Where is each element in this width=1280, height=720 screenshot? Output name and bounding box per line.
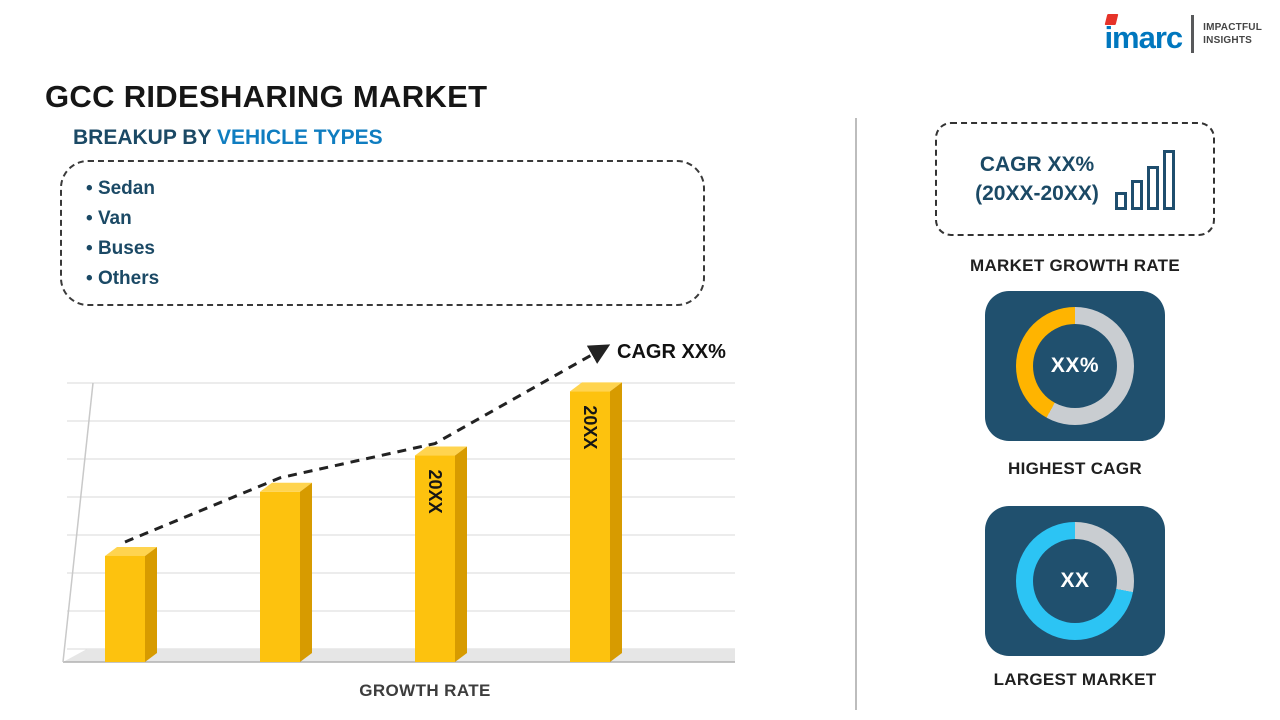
- bar-label: 20XX: [425, 470, 445, 514]
- bar: [260, 491, 300, 662]
- list-item: Van: [86, 204, 703, 234]
- bar: [415, 455, 455, 662]
- largest-market-value-text: XX: [1060, 569, 1090, 592]
- bar: [105, 555, 145, 662]
- cagr-annotation: CAGR XX%: [617, 341, 726, 363]
- wall-edge-line: [62, 382, 94, 663]
- bar-top-face: [570, 382, 622, 392]
- breakup-heading-prefix: BREAKUP BY: [73, 126, 212, 149]
- largest-market-donut: XX: [1016, 522, 1134, 640]
- largest-market-value: XX: [1033, 539, 1117, 623]
- bar: [570, 391, 610, 662]
- vertical-divider: [855, 118, 857, 710]
- largest-market-card: XX: [985, 506, 1165, 656]
- list-item: Sedan: [86, 174, 703, 204]
- breakup-heading-highlight: VEHICLE TYPES: [216, 126, 383, 149]
- bar-chart-icon: [1114, 148, 1175, 210]
- logo-brand-text: imarc: [1104, 20, 1183, 55]
- bar-top-face: [105, 546, 157, 556]
- bar-top-face: [260, 482, 312, 492]
- bar-label: 20XX: [580, 405, 600, 449]
- highest-cagr-value-text: XX%: [1050, 354, 1100, 377]
- bar-side-face: [300, 482, 312, 662]
- list-item: Others: [86, 264, 703, 294]
- bar-side-face: [145, 546, 157, 662]
- logo-separator: [1191, 14, 1195, 53]
- imarc-logo: imarc IMPACTFUL INSIGHTS: [1104, 14, 1262, 53]
- market-growth-rate-caption: MARKET GROWTH RATE: [969, 256, 1180, 275]
- logo-tagline-line2: INSIGHTS: [1203, 34, 1252, 46]
- logo-tagline-line1: IMPACTFUL: [1203, 21, 1262, 33]
- market-growth-rate-box: CAGR XX% (20XX-20XX): [935, 122, 1215, 236]
- growth-box-text: CAGR XX% (20XX-20XX): [975, 150, 1099, 209]
- bar-chart: 20XX 20XX CAGR XX% GROWTH RATE: [45, 335, 805, 720]
- highest-cagr-card: XX%: [985, 291, 1165, 441]
- x-axis-label: GROWTH RATE: [359, 681, 491, 700]
- vehicle-types-box: SedanVanBusesOthers: [60, 160, 705, 306]
- highest-cagr-caption: HIGHEST CAGR: [1008, 459, 1142, 478]
- logo-tagline: IMPACTFUL INSIGHTS: [1203, 21, 1262, 47]
- vehicle-types-list: SedanVanBusesOthers: [62, 174, 703, 294]
- largest-market-caption: LARGEST MARKET: [993, 670, 1157, 689]
- bar-side-face: [610, 382, 622, 662]
- growth-box-line1: CAGR XX%: [979, 152, 1095, 176]
- chart-floor: [63, 649, 735, 662]
- highest-cagr-value: XX%: [1033, 324, 1117, 408]
- bar-side-face: [455, 446, 467, 662]
- list-item: Buses: [86, 234, 703, 264]
- highest-cagr-donut: XX%: [1016, 307, 1134, 425]
- breakup-heading: BREAKUP BY VEHICLE TYPES: [73, 126, 383, 150]
- bar-chart-svg: 20XX 20XX: [62, 344, 735, 663]
- bar-top-face: [415, 446, 467, 456]
- logo-mark: imarc: [1104, 14, 1183, 55]
- growth-box-line2: (20XX-20XX): [975, 182, 1099, 205]
- trend-arrow: [124, 344, 611, 544]
- page-title: GCC RIDESHARING MARKET: [45, 78, 488, 114]
